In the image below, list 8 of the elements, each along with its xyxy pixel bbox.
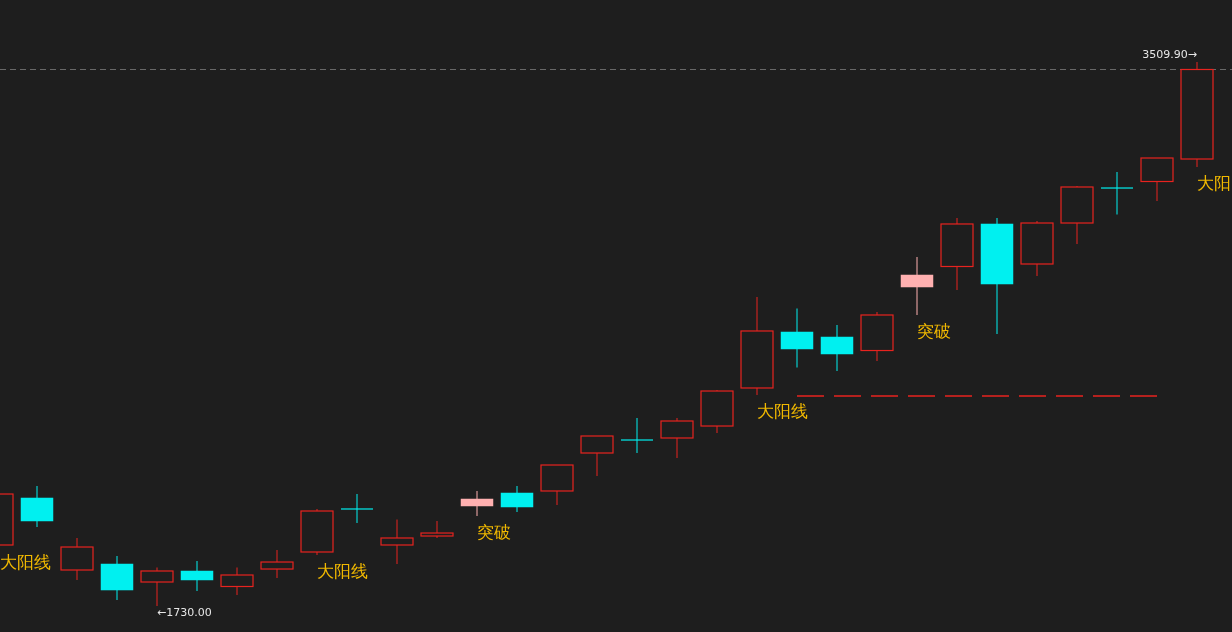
annotation: ←1730.00 [157,606,212,619]
data-label: 大阳 [1197,173,1231,193]
data-label: 突破 [917,321,951,341]
data-label: 大阳线 [317,561,368,581]
annotation: 3509.90→ [1142,48,1197,61]
data-label: 突破 [477,522,511,542]
data-label: 大阳线 [757,401,808,421]
data-label: 大阳线 [0,552,51,572]
